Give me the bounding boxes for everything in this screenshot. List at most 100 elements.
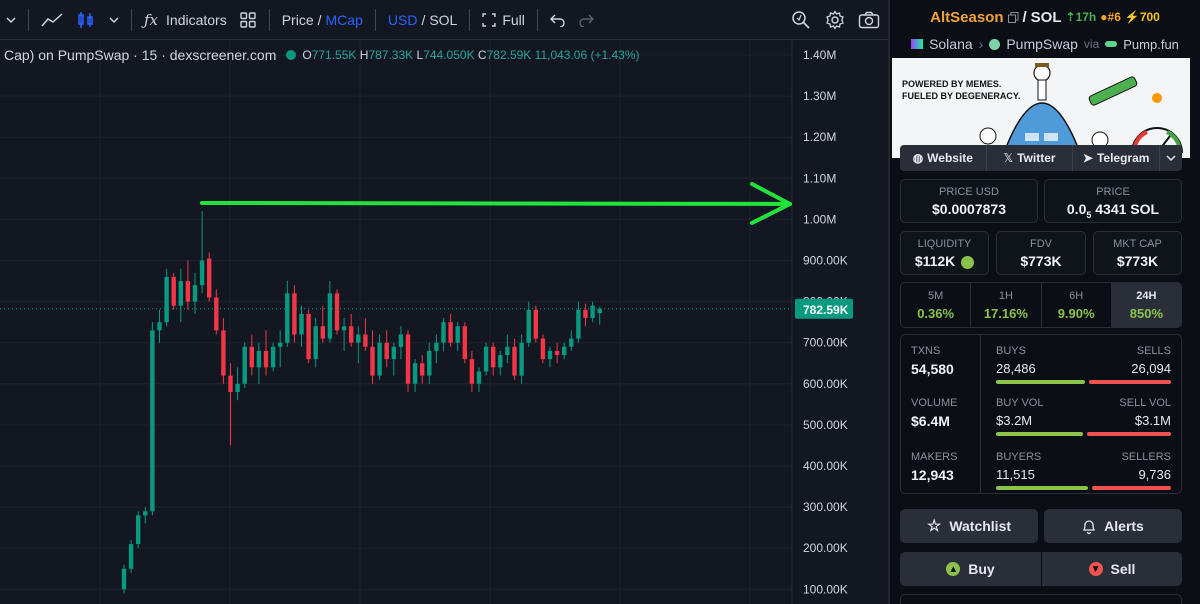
tab-6h[interactable]: 6H 9.90% (1042, 283, 1112, 327)
buyers-sellers-stat: BUYERS SELLERS 11,515 9,736 (996, 451, 1171, 490)
symbol-title: Cap) on PumpSwap · 15 · dexscreener.com (4, 47, 277, 63)
candle-body (128, 544, 134, 569)
candle-body (164, 276, 169, 323)
candle-body (334, 293, 340, 331)
candlestick-icon[interactable] (69, 0, 103, 40)
token-name[interactable]: AltSeason (930, 8, 1004, 26)
website-link[interactable]: ◍ Website (900, 145, 987, 171)
undo-icon[interactable] (544, 0, 572, 40)
chart-canvas[interactable]: 1.40M1.30M1.20M1.10M1.00M900.00K800.00K7… (0, 41, 888, 604)
candle-body (597, 308, 602, 314)
candle-body (249, 346, 254, 368)
txns-stat: TXNS 54,580 (911, 345, 954, 377)
candle-body (498, 355, 503, 368)
slash: / (421, 11, 426, 28)
pair-source: Solana › PumpSwap via Pump.fun (890, 34, 1200, 54)
pill-icon (1105, 41, 1118, 47)
pair-age: ⇡17h (1065, 10, 1097, 24)
price-mcap-toggle[interactable]: Price / MCap (276, 0, 369, 40)
candle-body (121, 568, 127, 590)
candle-body (356, 334, 361, 343)
candle-body (441, 322, 446, 343)
fullscreen-button[interactable]: Full (476, 0, 531, 40)
tab-5m[interactable]: 5M 0.36% (901, 283, 972, 327)
candle-body (192, 285, 198, 302)
y-tick-label: 1.30M (803, 89, 836, 103)
liquidity-card: LIQUIDITY $112K (900, 231, 989, 275)
buys-sells-bar (996, 380, 1171, 384)
candle-body (242, 346, 247, 384)
globe-icon: ◍ (912, 151, 924, 165)
token-banner: POWERED BY MEMES. FUELED BY DEGENERACY. (892, 58, 1190, 158)
tab-24h[interactable]: 24H 850% (1111, 283, 1181, 327)
price-chart[interactable]: Cap) on PumpSwap · 15 · dexscreener.com … (0, 41, 888, 604)
chevron-down-icon[interactable] (0, 0, 22, 40)
mcap-option[interactable]: MCap (325, 11, 363, 28)
candle-body (554, 350, 560, 356)
boost-count[interactable]: ⚡700 (1124, 10, 1160, 24)
candle-body (256, 350, 262, 368)
candle-body (412, 363, 418, 384)
currency-toggle[interactable]: USD / SOL (382, 0, 463, 40)
y-tick-label: 200.00K (803, 541, 848, 555)
alerts-button[interactable]: Alerts (1044, 509, 1182, 543)
pair-header: AltSeason / SOL ⇡17h ●#6 ⚡700 (890, 0, 1200, 34)
y-tick-label: 1.00M (803, 212, 836, 226)
divider (131, 8, 132, 31)
divider (374, 8, 376, 31)
trending-rank[interactable]: ●#6 (1100, 10, 1121, 24)
watchlist-button[interactable]: ☆ Watchlist (900, 509, 1038, 543)
candle-body (214, 297, 219, 331)
candle-body (278, 342, 283, 347)
sol-option[interactable]: SOL (429, 11, 458, 28)
buy-button[interactable]: ▲ Buy (900, 552, 1041, 586)
candle-body (434, 342, 439, 351)
candle-body (199, 260, 205, 286)
more-links-chevron-icon[interactable] (1160, 153, 1182, 163)
solana-icon (911, 39, 924, 49)
annotation-arrow-shaft (200, 200, 792, 206)
telegram-link[interactable]: ➤ Telegram (1073, 145, 1161, 171)
candle-body (292, 293, 297, 335)
copy-icon[interactable] (1007, 11, 1019, 23)
trade-stats: TXNS 54,580 VOLUME $6.4M MAKERS 12,943 BUYS… (900, 334, 1182, 494)
candle-body (491, 346, 496, 368)
candle-body (327, 293, 333, 339)
camera-icon[interactable] (858, 9, 880, 31)
y-tick-label: 600.00K (803, 377, 848, 391)
y-tick-label: 1.40M (803, 48, 836, 62)
candle-body (469, 359, 475, 384)
star-icon: ☆ (926, 518, 942, 535)
tab-1h[interactable]: 1H 17.16% (971, 283, 1042, 327)
candle-body (270, 346, 276, 368)
y-tick-label: 1.10M (803, 171, 836, 185)
via-label: via (1083, 37, 1100, 51)
chart-type-chevron-icon[interactable] (103, 0, 125, 40)
candle-body (136, 515, 141, 545)
layouts-icon[interactable] (233, 0, 263, 40)
chain-name[interactable]: Solana (929, 36, 973, 52)
price-option[interactable]: Price (281, 11, 314, 28)
slash: / (317, 11, 322, 28)
fullscreen-label: Full (502, 11, 525, 28)
gear-icon[interactable] (824, 9, 846, 31)
indicators-label: Indicators (166, 11, 227, 28)
candle-body (320, 326, 325, 339)
dex-name[interactable]: PumpSwap (1006, 36, 1078, 52)
launchpad-name[interactable]: Pump.fun (1123, 36, 1179, 52)
candle-body (519, 342, 524, 376)
line-chart-icon[interactable] (35, 0, 69, 40)
twitter-link[interactable]: 𝕏 Twitter (987, 145, 1074, 171)
candle-body (143, 511, 148, 516)
candle-body (306, 313, 311, 360)
sell-button[interactable]: ▼ Sell (1042, 552, 1182, 586)
arrow-up-circle-icon: ▲ (946, 562, 961, 576)
quick-search-icon[interactable] (790, 9, 812, 31)
redo-icon[interactable] (572, 0, 600, 40)
candle-body (398, 334, 404, 347)
usd-option[interactable]: USD (387, 11, 418, 28)
indicators-button[interactable]: ƒx Indicators (138, 0, 233, 40)
y-tick-label: 700.00K (803, 336, 848, 350)
sprout-icon: ⇡ (1065, 10, 1076, 24)
token-info-panel: AltSeason / SOL ⇡17h ●#6 ⚡700 Solana › P… (888, 0, 1200, 604)
